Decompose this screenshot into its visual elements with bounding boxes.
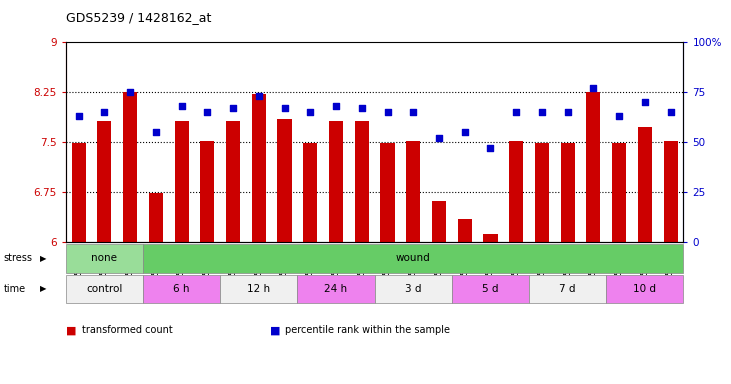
- Text: stress: stress: [4, 253, 33, 263]
- Point: [73, 113, 85, 119]
- Bar: [586, 92, 600, 242]
- Bar: [535, 143, 549, 242]
- Text: ▶: ▶: [40, 285, 47, 293]
- Bar: [278, 119, 292, 242]
- Point: [485, 145, 496, 151]
- Text: time: time: [4, 284, 26, 294]
- Text: 6 h: 6 h: [173, 284, 190, 294]
- Bar: [355, 121, 369, 242]
- Bar: [298, 275, 374, 303]
- Point: [664, 109, 676, 115]
- Text: control: control: [86, 284, 123, 294]
- Bar: [66, 244, 143, 273]
- Text: 3 d: 3 d: [405, 284, 422, 294]
- Point: [407, 109, 419, 115]
- Text: ■: ■: [66, 325, 76, 335]
- Bar: [149, 193, 163, 242]
- Bar: [612, 143, 626, 242]
- Point: [279, 105, 290, 111]
- Bar: [143, 275, 220, 303]
- Point: [253, 93, 265, 99]
- Bar: [606, 275, 683, 303]
- Bar: [380, 143, 395, 242]
- Bar: [509, 141, 523, 242]
- Point: [356, 105, 368, 111]
- Point: [124, 89, 136, 95]
- Text: 24 h: 24 h: [325, 284, 348, 294]
- Text: none: none: [91, 253, 118, 263]
- Point: [639, 99, 651, 105]
- Bar: [97, 121, 111, 242]
- Point: [150, 129, 162, 135]
- Text: 10 d: 10 d: [633, 284, 656, 294]
- Point: [613, 113, 625, 119]
- Bar: [200, 141, 214, 242]
- Bar: [638, 127, 652, 242]
- Bar: [123, 92, 137, 242]
- Point: [536, 109, 548, 115]
- Text: percentile rank within the sample: percentile rank within the sample: [285, 325, 450, 335]
- Point: [510, 109, 522, 115]
- Bar: [432, 201, 446, 242]
- Bar: [72, 143, 86, 242]
- Bar: [452, 275, 529, 303]
- Bar: [529, 275, 606, 303]
- Bar: [483, 234, 498, 242]
- Text: 12 h: 12 h: [247, 284, 270, 294]
- Bar: [220, 275, 298, 303]
- Point: [99, 109, 110, 115]
- Point: [433, 135, 445, 141]
- Point: [304, 109, 316, 115]
- Bar: [66, 275, 143, 303]
- Bar: [664, 141, 678, 242]
- Point: [562, 109, 574, 115]
- Bar: [303, 143, 317, 242]
- Bar: [406, 141, 420, 242]
- Text: 5 d: 5 d: [482, 284, 499, 294]
- Point: [588, 85, 599, 91]
- Text: GDS5239 / 1428162_at: GDS5239 / 1428162_at: [66, 12, 211, 25]
- Point: [202, 109, 213, 115]
- Text: wound: wound: [396, 253, 431, 263]
- Point: [175, 103, 187, 109]
- Text: transformed count: transformed count: [82, 325, 173, 335]
- Bar: [175, 121, 189, 242]
- Bar: [561, 143, 575, 242]
- Bar: [143, 244, 683, 273]
- Bar: [226, 121, 240, 242]
- Point: [227, 105, 239, 111]
- Text: ■: ■: [270, 325, 281, 335]
- Text: ▶: ▶: [40, 254, 47, 263]
- Bar: [329, 121, 343, 242]
- Bar: [458, 218, 471, 242]
- Point: [330, 103, 342, 109]
- Point: [459, 129, 471, 135]
- Text: 7 d: 7 d: [559, 284, 576, 294]
- Point: [382, 109, 393, 115]
- Bar: [251, 94, 266, 242]
- Bar: [375, 275, 452, 303]
